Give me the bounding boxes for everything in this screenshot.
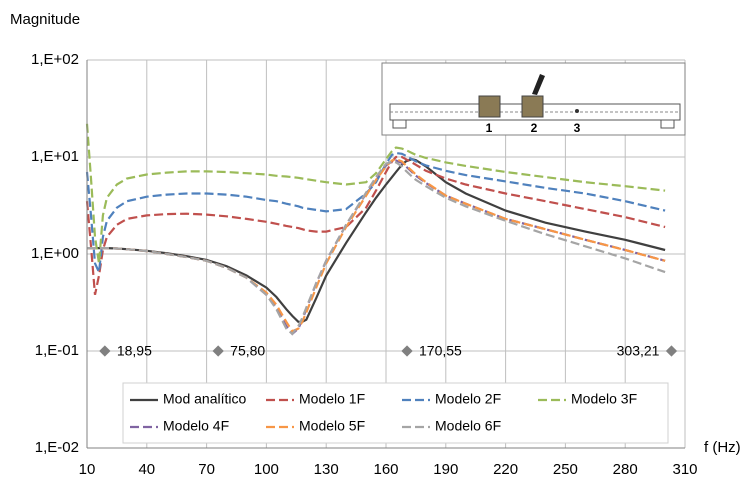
support xyxy=(660,119,675,129)
legend: Mod analítico Modelo 1F Modelo 2F Modelo 3F… xyxy=(122,382,669,444)
y-tick-label: 1,E-02 xyxy=(35,439,79,456)
inset-label: 2 xyxy=(531,121,538,135)
legend-label: Modelo 1F xyxy=(299,391,365,407)
point xyxy=(575,109,579,113)
series-line xyxy=(85,151,666,277)
x-tick-label: 160 xyxy=(373,461,398,478)
inset-label: 1 xyxy=(486,121,493,135)
y-tick-label: 1,E+01 xyxy=(31,148,79,165)
legend-label: Mod analítico xyxy=(163,391,246,407)
x-tick-label: 310 xyxy=(672,461,697,478)
sensor xyxy=(478,95,501,118)
x-tick-label: 100 xyxy=(254,461,279,478)
x-tick-label: 70 xyxy=(198,461,215,478)
x-tick-label: 40 xyxy=(138,461,155,478)
series-line xyxy=(87,160,666,336)
x-tick-label: 220 xyxy=(493,461,518,478)
annotation-label: 170,55 xyxy=(419,343,462,359)
annotation-marker xyxy=(665,345,678,357)
legend-box xyxy=(122,382,669,444)
plot-lines xyxy=(85,123,666,336)
series-line xyxy=(85,123,666,264)
series-line xyxy=(87,158,666,323)
legend-label: Modelo 2F xyxy=(435,391,501,407)
annotation-label: 303,21 xyxy=(617,343,660,359)
legend-label: Modelo 3F xyxy=(571,391,637,407)
support xyxy=(392,119,407,129)
annotation-marker xyxy=(401,345,413,357)
y-axis-label: Magnitude xyxy=(10,11,80,28)
x-tick-label: 10 xyxy=(79,461,96,478)
annotation-label: 75,80 xyxy=(230,343,265,359)
inset-figure: 1 2 3 xyxy=(381,62,686,136)
inset-label: 3 xyxy=(574,121,581,135)
y-tick-label: 1,E-01 xyxy=(35,342,79,359)
x-axis-label: f (Hz) xyxy=(704,439,741,456)
y-tick-label: 1,E+00 xyxy=(31,245,79,262)
legend-label: Modelo 5F xyxy=(299,418,365,434)
y-tick-label: 1,E+02 xyxy=(31,51,79,68)
series-line xyxy=(85,155,666,296)
sensor xyxy=(521,95,544,118)
x-tick-label: 280 xyxy=(613,461,638,478)
series-line xyxy=(87,158,666,333)
legend-label: Modelo 4F xyxy=(163,418,229,434)
x-tick-label: 130 xyxy=(314,461,339,478)
legend-label: Modelo 6F xyxy=(435,418,501,434)
annotation-label: 18,95 xyxy=(117,343,152,359)
annotation-marker xyxy=(212,345,224,357)
hammer xyxy=(532,74,545,95)
x-tick-label: 190 xyxy=(433,461,458,478)
x-tick-label: 250 xyxy=(553,461,578,478)
